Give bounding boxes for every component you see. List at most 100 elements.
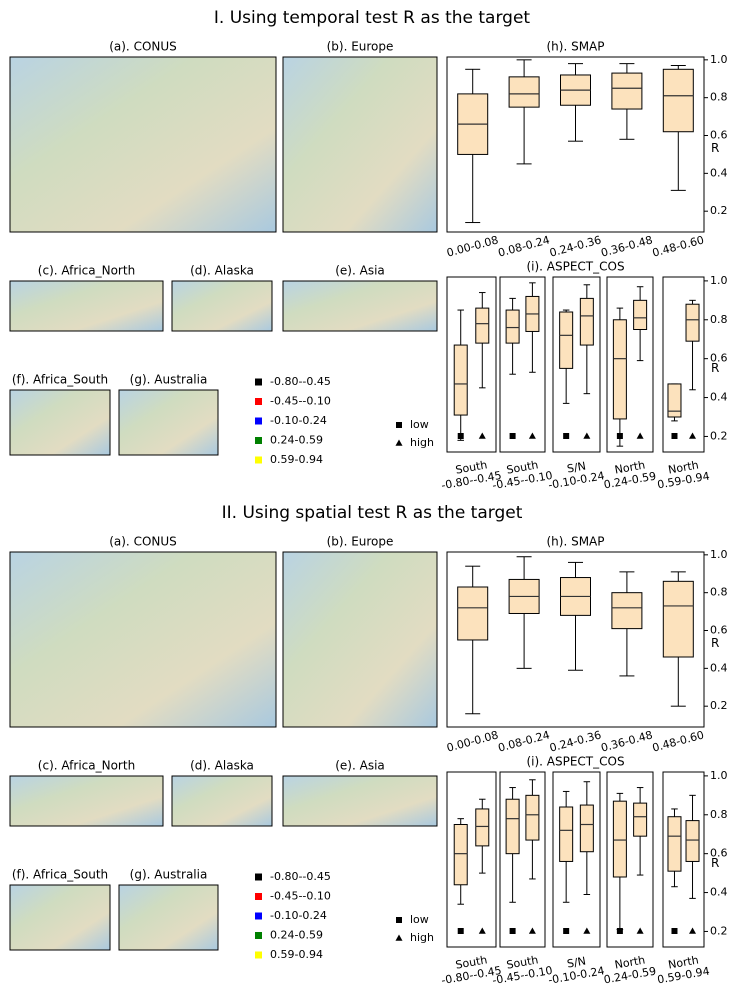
map [283,552,437,727]
y-tick-label: 0.4 [710,166,728,179]
legend-label: 0.59-0.94 [270,948,323,961]
y-tick-label: 0.8 [710,586,728,599]
legend-label: -0.80--0.45 [270,375,331,388]
map [10,281,163,331]
chart-title: (i). ASPECT_COS [526,755,624,769]
group-marker [510,928,516,934]
map-title: (a). CONUS [109,535,177,549]
legend-swatch [255,874,262,881]
x-tick-label: 0.24-0.36 [548,233,603,259]
map-title: (b). Europe [327,535,394,549]
group-marker [583,433,590,439]
map [283,281,437,331]
box-chart: (h). SMAP R 0.2 0.4 0.6 0.8 1.0 0.00-0.080.08-0… [445,40,727,260]
box [509,77,539,107]
group-marker [479,928,486,934]
legend-marker [396,422,402,428]
y-tick-label: 1.0 [710,53,728,66]
map-title: (f). Africa_South [12,868,108,882]
group-marker [689,433,696,439]
legend-swatch [255,893,262,900]
box [612,73,642,109]
legend-swatch [255,379,262,386]
box [580,805,593,852]
map-title: (d). Alaska [190,759,254,773]
group-marker [671,433,677,439]
x-tick-label: 0.00-0.08 [445,728,500,754]
box [686,821,699,862]
legend-label: -0.80--0.45 [270,870,331,883]
box [580,298,593,345]
x-tick-label: 0.00-0.08 [445,233,500,259]
map-title: (d). Alaska [190,264,254,278]
legend-label: -0.45--0.10 [270,890,331,903]
box [613,320,626,419]
y-tick-label: 0.8 [710,91,728,104]
map-title: (e). Asia [335,759,385,773]
map [10,885,110,950]
subplot-frame [663,277,704,452]
group-marker [583,928,590,934]
box [668,817,681,871]
legend-label: low [410,913,429,926]
legend-label: 0.24-0.59 [270,434,323,447]
x-tick-label: 0.08-0.24 [497,233,552,259]
map [283,57,437,232]
group-marker [529,928,536,934]
legend-label: high [410,436,434,449]
group-marker [529,433,536,439]
section-title: II. Using spatial test R as the target [222,503,523,523]
box-chart: (i). ASPECT_COSR0.20.40.60.81.0South-0.8… [440,260,727,493]
box-chart: (i). ASPECT_COSR0.20.40.60.81.0South-0.8… [440,755,727,988]
box [506,310,519,343]
legend-swatch [255,952,262,959]
chart-title: (h). SMAP [546,535,604,549]
box [668,384,681,417]
y-axis-label: R [711,141,719,155]
box [454,825,467,885]
map-title: (g). Australia [130,373,208,387]
y-tick-label: 0.4 [710,391,728,404]
map-title: (e). Asia [335,264,385,278]
group-marker [637,433,644,439]
group-marker [617,928,623,934]
legend-label: -0.10-0.24 [270,909,327,922]
group-marker [563,433,569,439]
y-tick-label: 0.6 [710,129,728,142]
legend-swatch [255,913,262,920]
section: II. Using spatial test R as the target (a… [10,503,523,961]
map-title: (f). Africa_South [12,373,108,387]
x-tick-label: 0.36-0.48 [600,233,655,259]
box [560,807,573,861]
legend-label: low [410,418,429,431]
box [506,799,519,853]
group-marker [637,928,644,934]
page: I. Using temporal test R as the target(a… [0,0,744,990]
map-title: (a). CONUS [109,40,177,54]
y-tick-label: 1.0 [710,769,728,782]
map-title: (c). Africa_North [38,264,135,278]
y-tick-label: 0.2 [710,204,728,217]
x-tick-label: 0.48-0.60 [651,728,706,754]
legend-swatch [255,418,262,425]
map [119,390,218,455]
chart-title: (h). SMAP [546,40,604,54]
group-marker [479,433,486,439]
legend-label: 0.59-0.94 [270,453,323,466]
group-marker [458,928,464,934]
box [663,69,693,131]
box [560,312,573,368]
legend-swatch [255,398,262,405]
box [634,300,647,329]
y-tick-label: 0.6 [710,624,728,637]
group-marker [617,433,623,439]
group-marker [510,433,516,439]
box [454,345,467,415]
y-tick-label: 0.2 [710,429,728,442]
y-tick-label: 0.4 [710,661,728,674]
legend-label: -0.10-0.24 [270,414,327,427]
map [10,57,276,232]
group-marker [671,928,677,934]
section: I. Using temporal test R as the target(a… [10,8,530,466]
x-tick-label: 0.48-0.60 [651,233,706,259]
